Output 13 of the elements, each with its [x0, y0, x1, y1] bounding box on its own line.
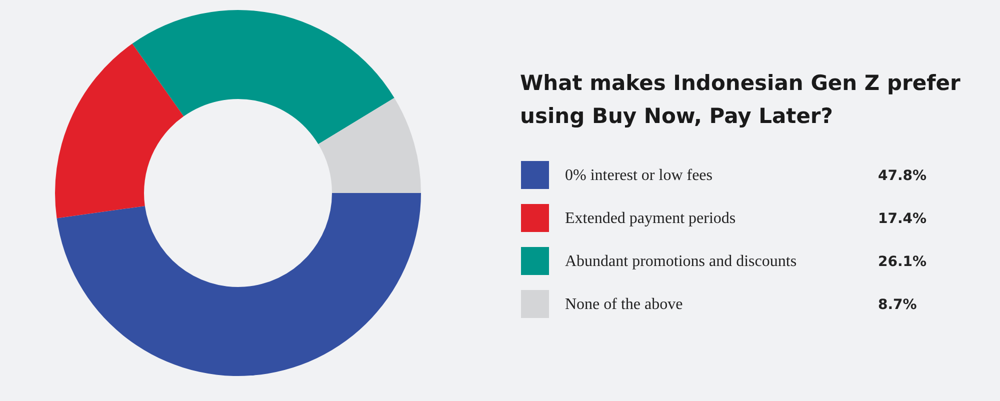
donut-slice	[318, 98, 421, 193]
donut-slice	[132, 10, 394, 144]
text: What makes Indonesian Gen Z prefer using Buy Now, Pay Later?	[520, 71, 961, 128]
donut-slice	[55, 44, 184, 218]
legend-label: Extended payment periods	[565, 210, 736, 227]
data-label: 8.7%	[878, 297, 917, 313]
data-label: 17.4%	[878, 211, 927, 227]
legend-label: 0% interest or low fees	[565, 167, 713, 184]
donut-slice	[56, 193, 421, 376]
data-label: 47.8%	[878, 168, 927, 184]
legend-label: Abundant promotions and discounts	[565, 253, 797, 270]
legend-label: None of the above	[565, 296, 683, 313]
data-label: 26.1%	[878, 254, 927, 270]
